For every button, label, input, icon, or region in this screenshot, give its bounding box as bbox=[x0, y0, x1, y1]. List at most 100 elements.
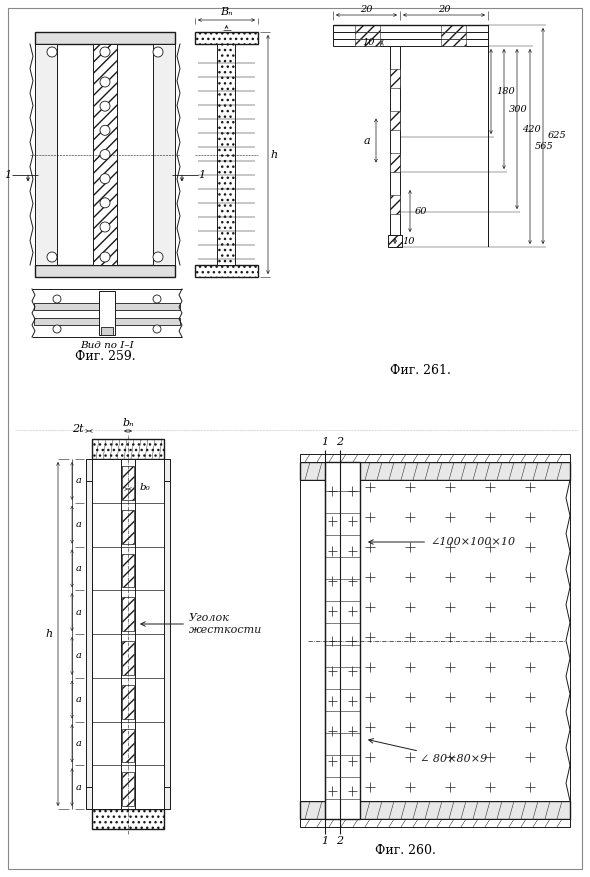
Text: 60: 60 bbox=[415, 206, 428, 216]
Text: Фиг. 261.: Фиг. 261. bbox=[389, 363, 450, 376]
Bar bbox=[355, 25, 380, 32]
Text: 2: 2 bbox=[336, 437, 343, 447]
Text: a: a bbox=[76, 476, 82, 485]
Circle shape bbox=[153, 47, 163, 57]
Bar bbox=[300, 480, 570, 801]
Text: a: a bbox=[76, 520, 82, 529]
Text: 2: 2 bbox=[336, 836, 343, 846]
Circle shape bbox=[53, 325, 61, 333]
Bar bbox=[333, 39, 488, 46]
Bar bbox=[122, 641, 134, 674]
Bar bbox=[86, 459, 92, 809]
Bar bbox=[92, 459, 164, 809]
Circle shape bbox=[100, 47, 110, 57]
Bar bbox=[441, 32, 466, 39]
Text: ∠100×100×10: ∠100×100×10 bbox=[369, 537, 515, 547]
Text: a: a bbox=[76, 652, 82, 660]
Text: a: a bbox=[76, 608, 82, 617]
Bar bbox=[217, 44, 235, 265]
Text: 300: 300 bbox=[509, 104, 527, 113]
Text: 1: 1 bbox=[322, 437, 329, 447]
Bar bbox=[122, 597, 134, 631]
Bar bbox=[325, 462, 360, 819]
Bar bbox=[195, 32, 258, 44]
Text: ∠ 80×80×9: ∠ 80×80×9 bbox=[369, 738, 487, 764]
Circle shape bbox=[100, 149, 110, 160]
Text: a: a bbox=[76, 564, 82, 573]
Text: 180: 180 bbox=[496, 87, 514, 96]
Bar bbox=[122, 466, 134, 500]
Text: bₙ: bₙ bbox=[122, 418, 134, 428]
Bar bbox=[122, 510, 134, 544]
Circle shape bbox=[100, 198, 110, 208]
Bar bbox=[122, 729, 134, 762]
Circle shape bbox=[153, 325, 161, 333]
Text: 2t: 2t bbox=[72, 424, 84, 434]
Text: b₀: b₀ bbox=[140, 482, 151, 491]
Bar bbox=[390, 153, 400, 172]
Bar bbox=[388, 235, 402, 247]
Bar bbox=[35, 32, 175, 44]
Text: 20: 20 bbox=[438, 4, 450, 13]
Bar bbox=[390, 195, 400, 214]
Polygon shape bbox=[164, 787, 170, 809]
Bar bbox=[333, 32, 488, 39]
Text: 1: 1 bbox=[322, 836, 329, 846]
Circle shape bbox=[47, 47, 57, 57]
Bar bbox=[390, 111, 400, 130]
Polygon shape bbox=[164, 459, 170, 481]
Bar bbox=[35, 44, 57, 265]
Circle shape bbox=[100, 252, 110, 262]
Circle shape bbox=[153, 295, 161, 303]
Text: Уголок
жесткости: Уголок жесткости bbox=[141, 613, 262, 635]
Bar bbox=[153, 44, 175, 265]
Text: Bₙ: Bₙ bbox=[220, 7, 233, 17]
Circle shape bbox=[47, 252, 57, 262]
Polygon shape bbox=[86, 787, 92, 809]
Bar bbox=[300, 454, 570, 462]
Text: Фиг. 259.: Фиг. 259. bbox=[75, 351, 135, 363]
Text: 420: 420 bbox=[522, 125, 541, 133]
Text: 1: 1 bbox=[198, 169, 205, 180]
Bar bbox=[195, 265, 258, 277]
Text: h: h bbox=[46, 629, 53, 639]
Text: 625: 625 bbox=[548, 132, 567, 140]
Bar bbox=[93, 44, 117, 265]
Text: 10: 10 bbox=[362, 38, 375, 47]
Bar bbox=[99, 291, 115, 335]
Text: Фиг. 260.: Фиг. 260. bbox=[375, 845, 435, 858]
Bar bbox=[34, 303, 180, 310]
Bar bbox=[441, 39, 466, 46]
Text: a: a bbox=[76, 782, 82, 792]
Bar bbox=[390, 46, 400, 235]
Bar bbox=[92, 439, 164, 459]
Circle shape bbox=[100, 125, 110, 135]
Bar bbox=[92, 809, 164, 829]
Bar bbox=[300, 801, 570, 819]
Circle shape bbox=[100, 77, 110, 87]
Text: 20: 20 bbox=[360, 4, 373, 13]
Text: a: a bbox=[363, 136, 370, 146]
Circle shape bbox=[100, 101, 110, 111]
Bar bbox=[34, 318, 180, 325]
Bar bbox=[300, 819, 570, 827]
Circle shape bbox=[100, 174, 110, 183]
Circle shape bbox=[53, 295, 61, 303]
Bar bbox=[441, 25, 466, 32]
Text: 1: 1 bbox=[5, 169, 12, 180]
Bar bbox=[390, 69, 400, 88]
Circle shape bbox=[100, 222, 110, 232]
Bar bbox=[300, 462, 570, 480]
Bar bbox=[355, 32, 380, 39]
Circle shape bbox=[153, 252, 163, 262]
Polygon shape bbox=[86, 459, 92, 481]
Bar bbox=[101, 327, 113, 335]
Bar bbox=[121, 459, 135, 809]
Bar bbox=[122, 553, 134, 588]
Bar bbox=[164, 459, 170, 809]
Text: 10: 10 bbox=[402, 237, 415, 246]
Bar bbox=[333, 25, 488, 32]
Bar bbox=[355, 39, 380, 46]
Text: a: a bbox=[76, 739, 82, 748]
Bar bbox=[122, 773, 134, 806]
